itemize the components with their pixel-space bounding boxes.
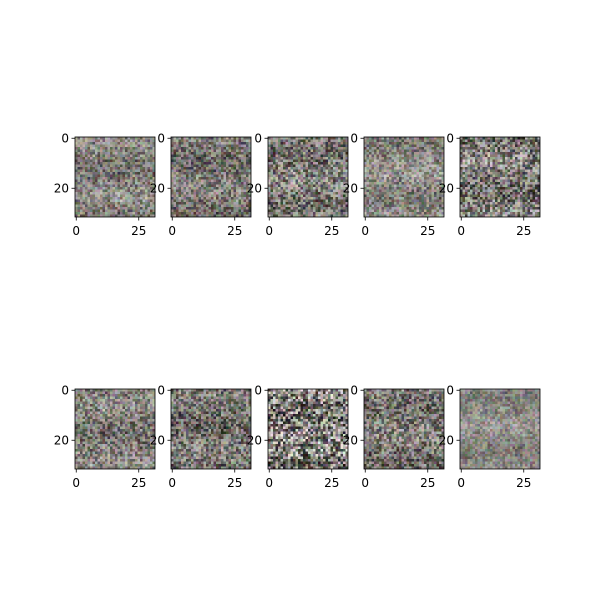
image-10 xyxy=(460,389,541,470)
ytick-label-10-0: 0 xyxy=(446,384,454,398)
subplot-8: 0 20 0 25 xyxy=(247,384,349,490)
xtick-label-9-25: 25 xyxy=(420,476,435,490)
ytick-label-8-0: 0 xyxy=(254,384,262,398)
image-3 xyxy=(268,137,349,218)
xtick-label-5-25: 25 xyxy=(516,224,531,238)
ytick-label-8-20: 20 xyxy=(247,434,262,448)
subplot-9: 0 20 0 25 xyxy=(343,384,445,490)
ytick-label-4-0: 0 xyxy=(350,132,358,146)
image-4 xyxy=(364,137,445,218)
ytick-label-2-0: 0 xyxy=(157,132,165,146)
ytick-label-10-20: 20 xyxy=(439,434,454,448)
ytick-label-4-20: 20 xyxy=(343,182,358,196)
ytick-label-5-20: 20 xyxy=(439,182,454,196)
xtick-label-10-25: 25 xyxy=(516,476,531,490)
ytick-label-2-20: 20 xyxy=(150,182,165,196)
ytick-label-1-0: 0 xyxy=(61,132,69,146)
xtick-label-6-0: 0 xyxy=(72,476,80,490)
axes-frame-9 xyxy=(363,388,445,470)
axes-frame-2 xyxy=(170,136,252,218)
ytick-label-3-20: 20 xyxy=(247,182,262,196)
axes-frame-6 xyxy=(74,388,156,470)
subplot-5: 0 20 0 25 xyxy=(439,132,541,238)
ytick-label-9-0: 0 xyxy=(350,384,358,398)
axes-frame-7 xyxy=(170,388,252,470)
image-2 xyxy=(171,137,252,218)
xtick-label-1-25: 25 xyxy=(131,224,146,238)
axes-frame-10 xyxy=(459,388,541,470)
subplot-2: 0 20 0 25 xyxy=(150,132,252,238)
xtick-label-4-0: 0 xyxy=(361,224,369,238)
xtick-label-3-0: 0 xyxy=(265,224,273,238)
axes-frame-8 xyxy=(267,388,349,470)
ytick-label-1-20: 20 xyxy=(54,182,69,196)
xtick-label-10-0: 0 xyxy=(457,476,465,490)
subplot-4: 0 20 0 25 xyxy=(343,132,445,238)
xtick-label-8-0: 0 xyxy=(265,476,273,490)
xtick-label-7-0: 0 xyxy=(168,476,176,490)
subplot-3: 0 20 0 25 xyxy=(247,132,349,238)
xtick-label-6-25: 25 xyxy=(131,476,146,490)
image-5 xyxy=(460,137,541,218)
image-7 xyxy=(171,389,252,470)
ytick-label-9-20: 20 xyxy=(343,434,358,448)
xtick-label-2-25: 25 xyxy=(227,224,242,238)
xtick-label-2-0: 0 xyxy=(168,224,176,238)
xtick-label-1-0: 0 xyxy=(72,224,80,238)
axes-frame-3 xyxy=(267,136,349,218)
ytick-label-7-20: 20 xyxy=(150,434,165,448)
xtick-label-3-25: 25 xyxy=(324,224,339,238)
subplot-6: 0 20 0 25 xyxy=(54,384,156,490)
subplot-1: 0 20 0 25 xyxy=(54,132,156,238)
ytick-label-5-0: 0 xyxy=(446,132,454,146)
image-8 xyxy=(268,389,349,470)
ytick-label-6-20: 20 xyxy=(54,434,69,448)
subplot-7: 0 20 0 25 xyxy=(150,384,252,490)
xtick-label-9-0: 0 xyxy=(361,476,369,490)
xtick-label-4-25: 25 xyxy=(420,224,435,238)
axes-frame-1 xyxy=(74,136,156,218)
image-6 xyxy=(75,389,156,470)
image-9 xyxy=(364,389,445,470)
ytick-label-6-0: 0 xyxy=(61,384,69,398)
subplot-10: 0 20 0 25 xyxy=(439,384,541,490)
axes-frame-4 xyxy=(363,136,445,218)
xtick-label-7-25: 25 xyxy=(227,476,242,490)
xtick-label-8-25: 25 xyxy=(324,476,339,490)
ytick-label-3-0: 0 xyxy=(254,132,262,146)
ytick-label-7-0: 0 xyxy=(157,384,165,398)
axes-frame-5 xyxy=(459,136,541,218)
xtick-label-5-0: 0 xyxy=(457,224,465,238)
image-1 xyxy=(75,137,156,218)
